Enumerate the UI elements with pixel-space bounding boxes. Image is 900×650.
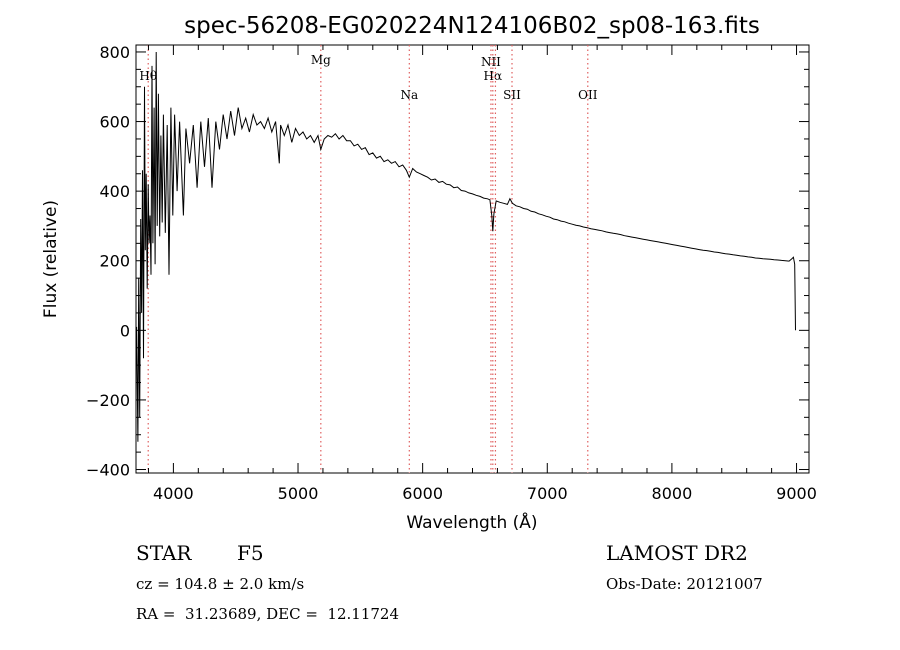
plot-frame bbox=[135, 44, 810, 474]
x-axis-label: Wavelength (Å) bbox=[406, 511, 537, 533]
y-tick-label: 800 bbox=[99, 43, 130, 62]
redshift-value: cz = 104.8 ± 2.0 km/s bbox=[136, 575, 305, 593]
survey-name: LAMOST DR2 bbox=[606, 541, 748, 565]
spectrum-series bbox=[136, 51, 796, 442]
chart-title: spec-56208-EG020224N124106B02_sp08-163.f… bbox=[184, 13, 760, 39]
y-tick-label: 600 bbox=[99, 113, 130, 132]
axis-ticks: 4000 5000 6000 7000 8000 9000 −400 −200 0 200 400 6… bbox=[86, 43, 817, 503]
spectral-line-label: NII bbox=[481, 55, 501, 69]
y-tick-label: 0 bbox=[120, 321, 130, 340]
x-tick-label: 9000 bbox=[776, 484, 817, 503]
obs-date: Obs-Date: 20121007 bbox=[606, 575, 763, 593]
x-tick-label: 8000 bbox=[652, 484, 693, 503]
coordinates: RA = 31.23689, DEC = 12.11724 bbox=[136, 605, 400, 623]
spectral-line-label: Hα bbox=[484, 69, 503, 83]
x-tick-label: 7000 bbox=[527, 484, 568, 503]
y-tick-label: 400 bbox=[99, 182, 130, 201]
object-subclass: F5 bbox=[237, 541, 264, 565]
spectral-line-label: Na bbox=[400, 88, 418, 102]
y-tick-label: −400 bbox=[86, 461, 130, 480]
spectrum-line bbox=[136, 51, 796, 442]
y-axis-label: Flux (relative) bbox=[41, 200, 61, 318]
object-class: STAR bbox=[136, 541, 192, 565]
y-tick-label: 200 bbox=[99, 252, 130, 271]
spectral-line-label: Mg bbox=[311, 53, 331, 67]
spectral-line-label: Hθ bbox=[139, 69, 157, 83]
y-tick-label: −200 bbox=[86, 391, 130, 410]
x-tick-label: 4000 bbox=[153, 484, 194, 503]
spectral-line-label: OII bbox=[578, 88, 598, 102]
x-tick-label: 6000 bbox=[402, 484, 443, 503]
spectral-line-label: SII bbox=[503, 88, 521, 102]
x-tick-label: 5000 bbox=[278, 484, 319, 503]
